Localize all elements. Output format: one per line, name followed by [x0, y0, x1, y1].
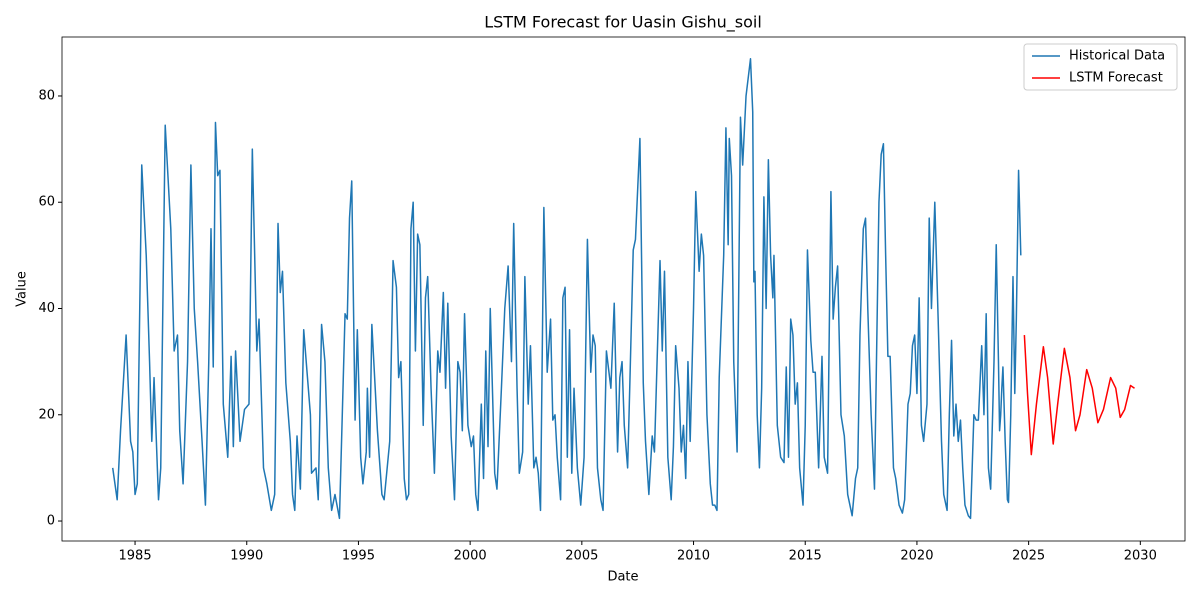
y-axis-label: Value	[15, 271, 30, 307]
x-tick-label: 2000	[454, 549, 487, 564]
y-tick-label: 40	[38, 301, 55, 316]
x-tick-label: 2030	[1124, 549, 1157, 564]
x-axis-label: Date	[607, 570, 638, 585]
x-tick-label: 1995	[342, 549, 375, 564]
legend-label: Historical Data	[1069, 49, 1165, 64]
x-tick-label: 2015	[789, 549, 822, 564]
legend-box	[1023, 43, 1178, 91]
y-tick-label: 80	[38, 88, 55, 103]
x-tick-label: 2010	[677, 549, 710, 564]
x-tick-label: 1990	[230, 549, 263, 564]
x-tick-label: 2025	[1012, 549, 1045, 564]
y-tick-label: 20	[38, 407, 55, 422]
data-line	[111, 58, 1022, 520]
data-line	[1023, 335, 1135, 456]
x-tick-label: 1985	[119, 549, 152, 564]
plot-frame	[61, 36, 1186, 542]
y-tick-label: 0	[47, 514, 55, 529]
x-tick-label: 2020	[900, 549, 933, 564]
y-tick-label: 60	[38, 195, 55, 210]
chart-title: LSTM Forecast for Uasin Gishu_soil	[484, 13, 762, 33]
legend-label: LSTM Forecast	[1069, 71, 1163, 86]
x-tick-label: 2005	[565, 549, 598, 564]
